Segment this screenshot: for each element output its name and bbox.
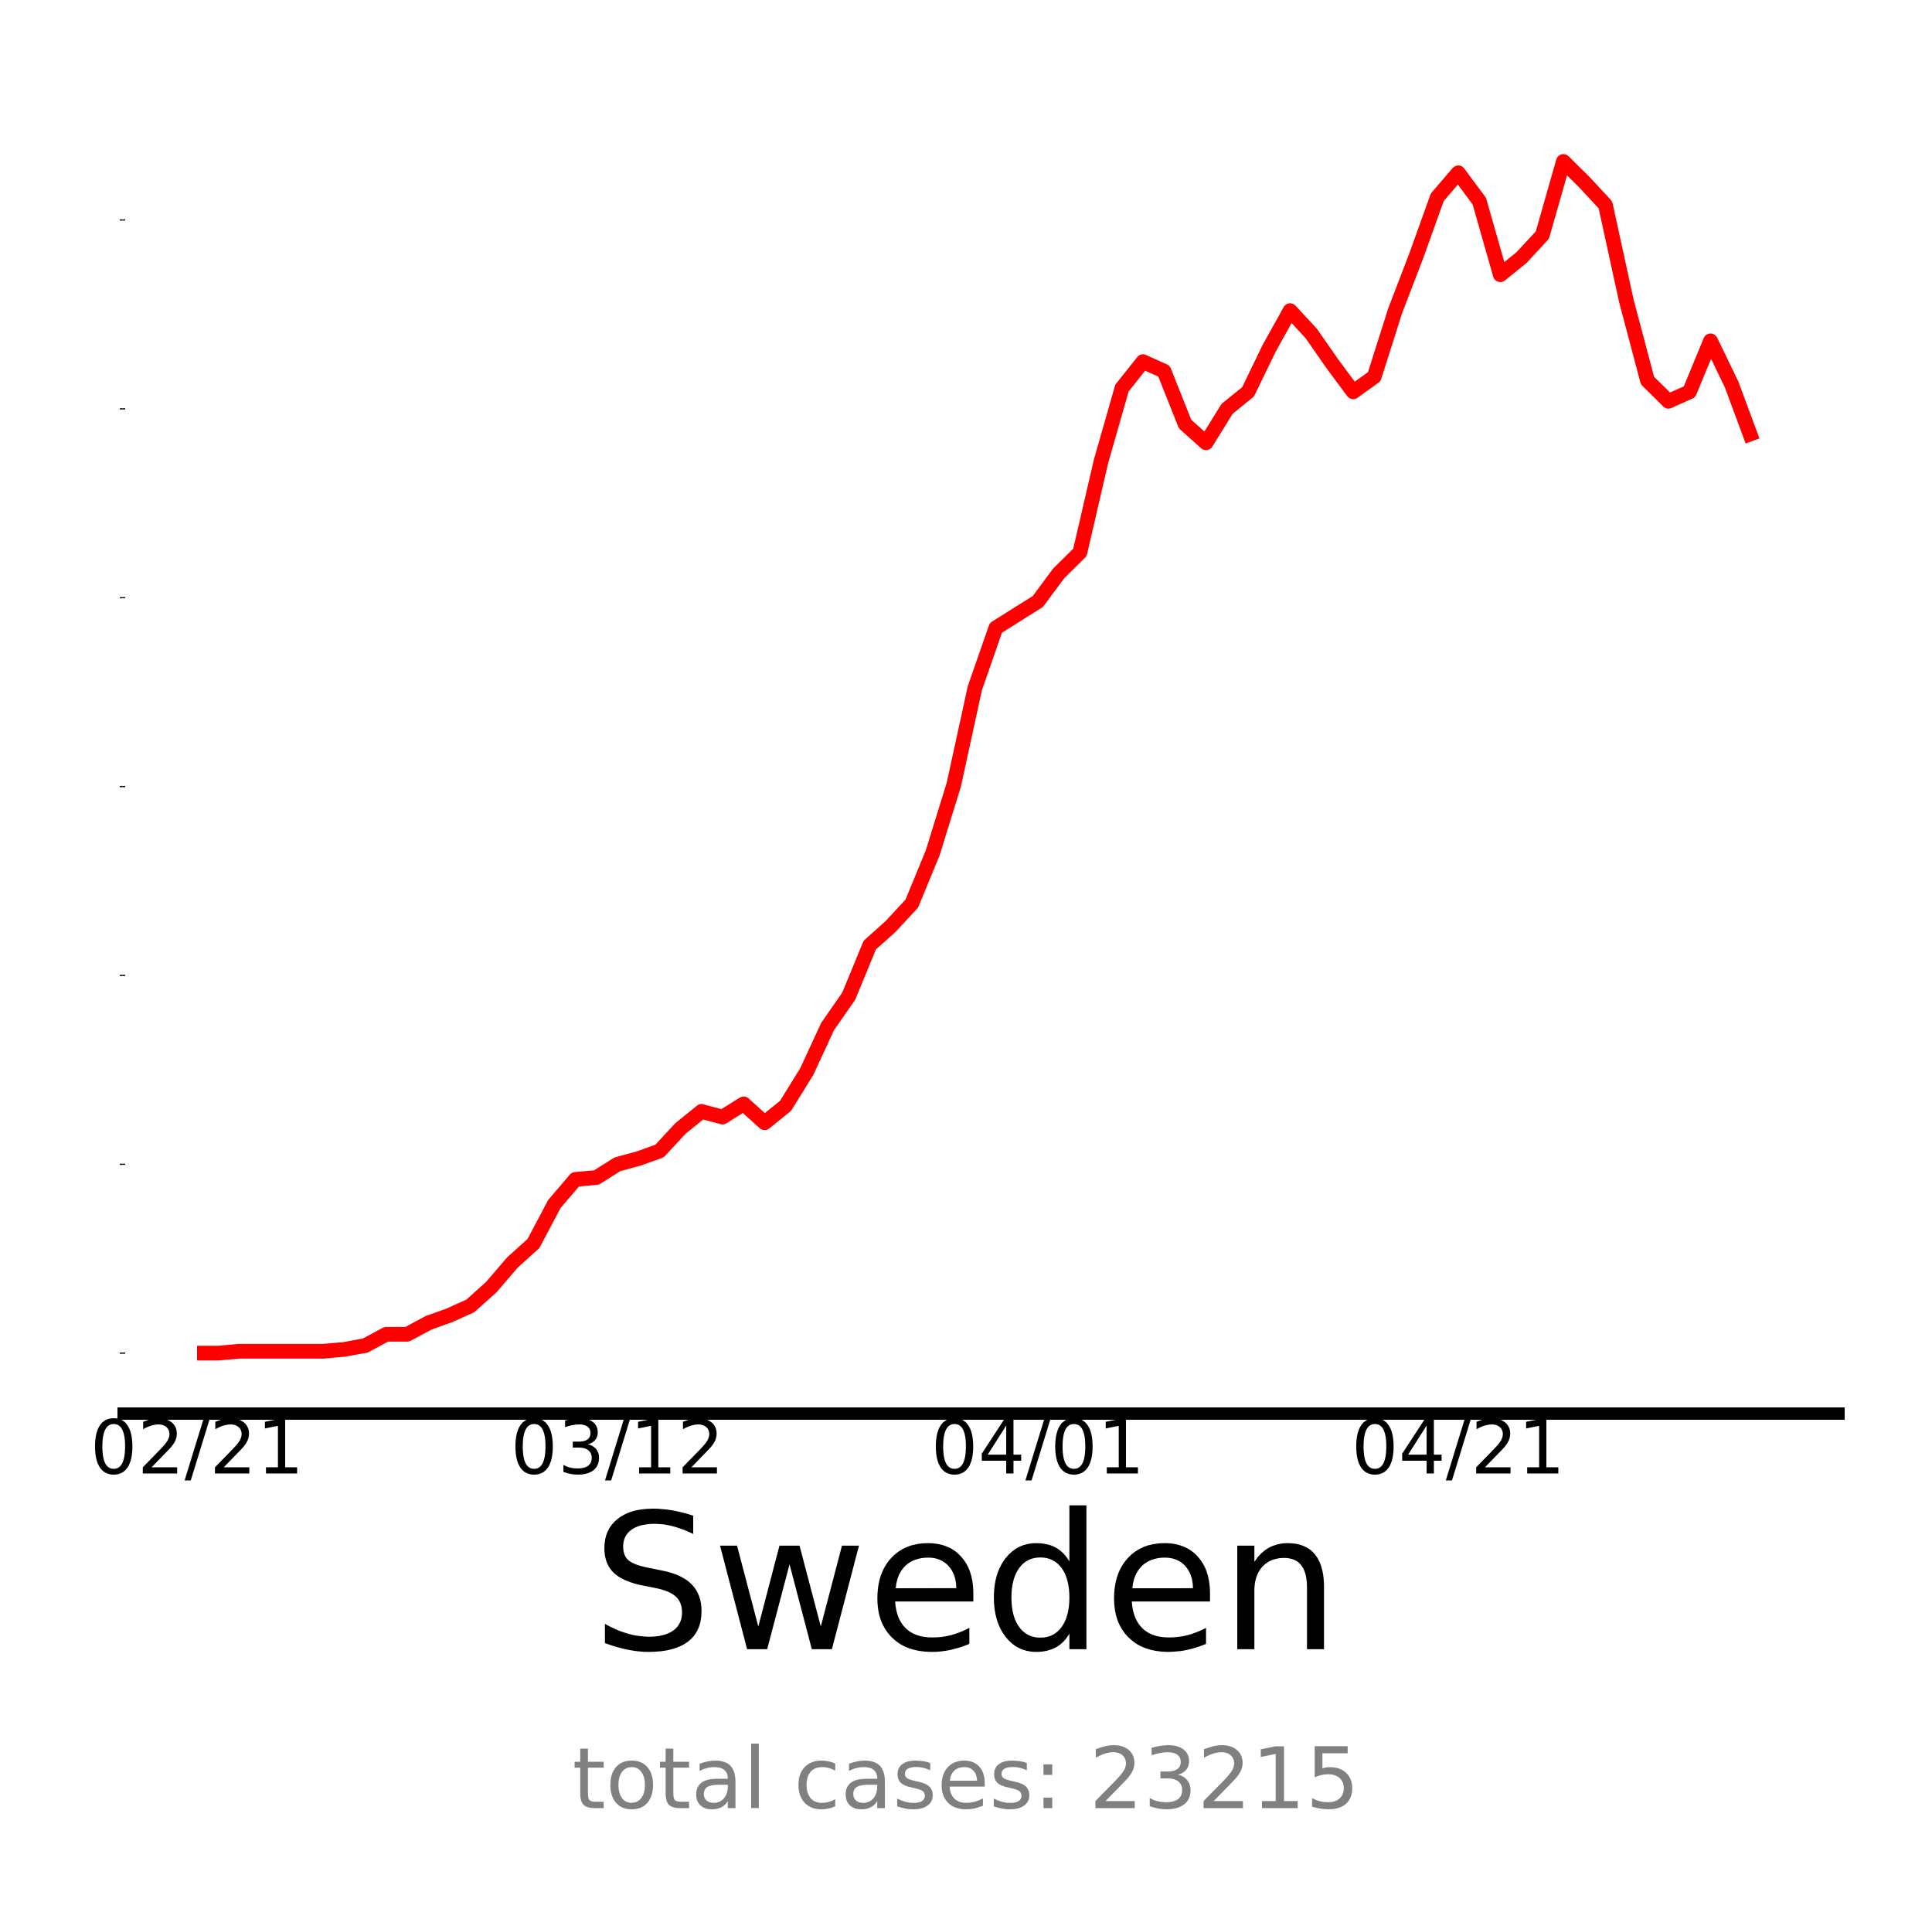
subtitle: total cases: 23215: [573, 1729, 1360, 1828]
x-tick-label: 03/12: [511, 1404, 725, 1491]
x-tick-label: 02/21: [90, 1404, 304, 1491]
x-tick-label: 04/21: [1352, 1404, 1566, 1491]
x-tick-label: 04/01: [931, 1404, 1145, 1491]
chart-title: Sweden: [592, 1474, 1340, 1694]
line: [197, 154, 1760, 1361]
